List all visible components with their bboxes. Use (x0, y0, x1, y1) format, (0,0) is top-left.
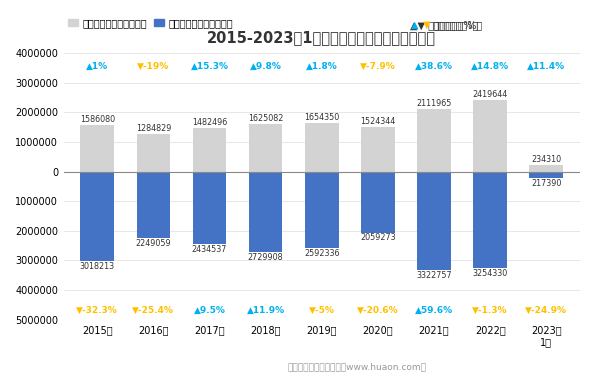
Text: 2729908: 2729908 (248, 253, 283, 262)
Text: 2249059: 2249059 (136, 239, 171, 248)
Text: ▲9.8%: ▲9.8% (250, 62, 281, 71)
Bar (80, 172, 114, 261)
Title: 2015-2023年1月中国与南非进、出口商品总值: 2015-2023年1月中国与南非进、出口商品总值 (207, 30, 436, 45)
Text: ▲: ▲ (411, 20, 418, 30)
Text: 2592336: 2592336 (304, 249, 340, 258)
Bar (193, 128, 226, 172)
Bar (305, 172, 339, 248)
Bar (361, 126, 394, 172)
Text: 2059273: 2059273 (360, 233, 396, 242)
Text: ▼: ▼ (422, 20, 430, 30)
Text: ▼-25.4%: ▼-25.4% (133, 306, 174, 315)
Text: ▼-5%: ▼-5% (309, 306, 335, 315)
Text: ▲1%: ▲1% (86, 62, 108, 71)
Text: 1284829: 1284829 (136, 124, 171, 133)
Text: ▼-1.3%: ▼-1.3% (472, 306, 508, 315)
Bar (474, 100, 507, 172)
Text: ▼-20.6%: ▼-20.6% (357, 306, 399, 315)
Text: ▼-7.9%: ▼-7.9% (360, 62, 396, 71)
Text: 同比增长率（%）: 同比增长率（%） (433, 20, 483, 30)
Text: ▲15.3%: ▲15.3% (190, 62, 228, 71)
Text: ▲38.6%: ▲38.6% (415, 62, 453, 71)
Bar (474, 172, 507, 268)
Text: 3018213: 3018213 (80, 262, 115, 271)
Text: ▼-19%: ▼-19% (137, 62, 170, 71)
Bar (361, 172, 394, 233)
Text: 1524344: 1524344 (361, 117, 396, 126)
Text: 1482496: 1482496 (192, 118, 227, 127)
Text: 3254330: 3254330 (472, 269, 508, 278)
Text: ▼-32.3%: ▼-32.3% (76, 306, 118, 315)
Bar (80, 125, 114, 172)
Text: ▲▼ 同比增长率（%）: ▲▼ 同比增长率（%） (409, 20, 478, 30)
Text: ▲14.8%: ▲14.8% (471, 62, 509, 71)
Text: 217390: 217390 (531, 179, 562, 188)
Text: ▲1.8%: ▲1.8% (306, 62, 337, 71)
Bar (530, 165, 563, 172)
Text: ▲9.5%: ▲9.5% (193, 306, 226, 315)
Text: ▼-24.9%: ▼-24.9% (525, 306, 567, 315)
Text: 2434537: 2434537 (192, 245, 227, 254)
Text: ▲11.4%: ▲11.4% (527, 62, 565, 71)
Text: 1586080: 1586080 (80, 115, 115, 124)
Bar (249, 123, 283, 172)
Bar (136, 172, 170, 238)
Bar (417, 109, 451, 172)
Text: 3322757: 3322757 (416, 271, 452, 280)
Bar (417, 172, 451, 270)
Bar (249, 172, 283, 253)
Text: 1654350: 1654350 (304, 113, 339, 122)
Text: 1625082: 1625082 (248, 114, 283, 123)
Legend: 出口商品总值（万美元）, 进口商品总值（万美元）: 出口商品总值（万美元）, 进口商品总值（万美元） (68, 18, 233, 28)
Text: ▲59.6%: ▲59.6% (415, 306, 453, 315)
Text: 2111965: 2111965 (416, 99, 452, 108)
Bar (530, 172, 563, 178)
Text: 2419644: 2419644 (472, 90, 508, 99)
Text: 制图：华经产业研究院（www.huaon.com）: 制图：华经产业研究院（www.huaon.com） (287, 362, 427, 371)
Text: 234310: 234310 (531, 155, 561, 164)
Bar (136, 134, 170, 172)
Bar (305, 123, 339, 172)
Bar (193, 172, 226, 244)
Text: ▲11.9%: ▲11.9% (246, 306, 284, 315)
